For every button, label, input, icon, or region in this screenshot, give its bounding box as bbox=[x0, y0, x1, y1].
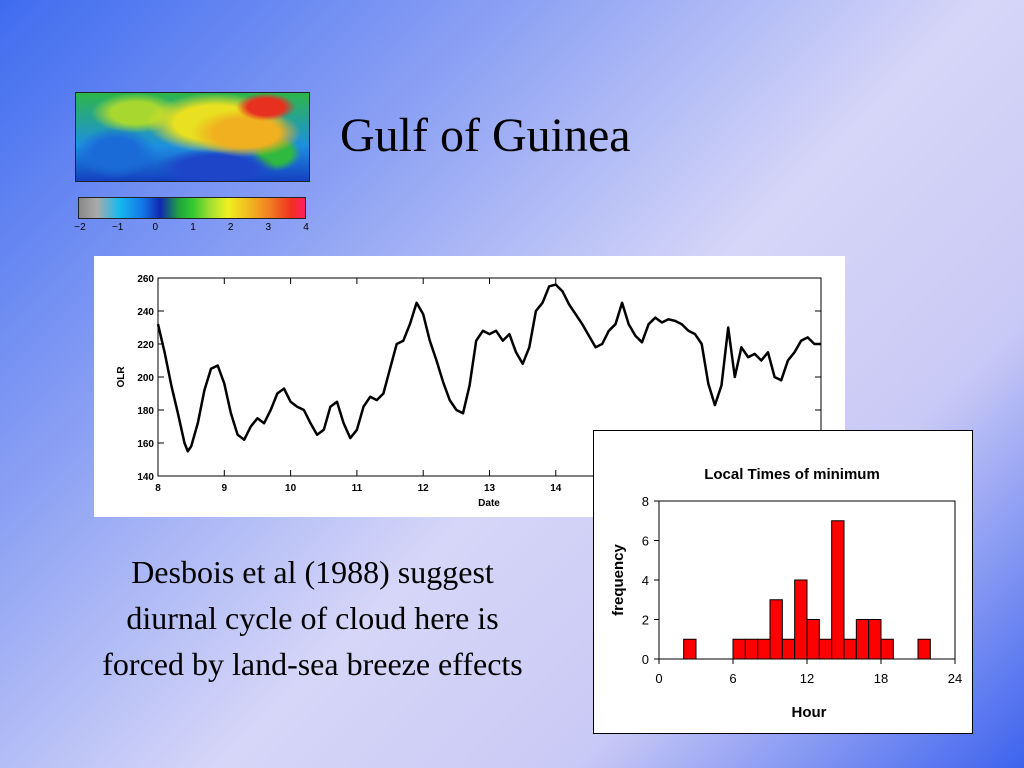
olr-series-line bbox=[156, 283, 821, 453]
colorbar-tick-label: 3 bbox=[265, 222, 272, 233]
gulf-of-guinea-map-image bbox=[75, 92, 310, 182]
histogram-bar bbox=[757, 638, 771, 660]
olr-xtick-label: 14 bbox=[550, 483, 562, 494]
colorbar-tick-label: 1 bbox=[190, 222, 196, 233]
histogram-bar bbox=[806, 619, 820, 660]
slide-title: Gulf of Guinea bbox=[340, 109, 631, 162]
histogram-xtick-label: 24 bbox=[948, 671, 962, 686]
olr-xlabel: Date bbox=[478, 498, 500, 509]
caption-line-1: Desbois et al (1988) suggest bbox=[131, 554, 494, 590]
histogram-title: Local Times of minimum bbox=[704, 466, 880, 483]
histogram-bar bbox=[831, 520, 845, 660]
colorbar-tick-label: 2 bbox=[227, 222, 234, 233]
olr-xtick-label: 13 bbox=[484, 483, 496, 494]
histogram-bar bbox=[917, 638, 931, 660]
histogram-xtick-label: 18 bbox=[874, 671, 888, 686]
colorbar-ticks: −2 −1 0 1 2 3 4 bbox=[74, 222, 309, 236]
colorbar-tick-label: 0 bbox=[152, 222, 159, 233]
colorbar-tick-label: 4 bbox=[303, 222, 309, 233]
histogram-bar bbox=[794, 579, 808, 660]
histogram-bar bbox=[732, 638, 746, 660]
olr-ytick-label: 180 bbox=[137, 406, 154, 417]
histogram-bar bbox=[818, 638, 833, 660]
histogram-panel: Local Times of minimum 0 2 4 6 8 0 6 12 18 24 Hour f… bbox=[593, 430, 973, 734]
olr-timeseries-chart: 140 160 180 200 220 240 260 8 9 10 11 12 13 14 OLR Date bbox=[116, 274, 822, 509]
histogram-xtick-label: 6 bbox=[729, 671, 736, 686]
histogram-bar bbox=[843, 638, 857, 660]
histogram-bar bbox=[781, 638, 796, 660]
histogram-ytick-label: 2 bbox=[642, 613, 649, 628]
histogram-ytick-label: 0 bbox=[642, 652, 649, 667]
olr-timeseries-panel: 140 160 180 200 220 240 260 8 9 10 11 12 13 14 OLR Date bbox=[94, 256, 845, 517]
olr-ytick-label: 240 bbox=[137, 307, 154, 318]
caption-line-3: forced by land-sea breeze effects bbox=[102, 646, 523, 682]
histogram-ylabel: frequency bbox=[610, 544, 627, 616]
olr-ytick-label: 260 bbox=[137, 274, 154, 285]
histogram-bar bbox=[880, 638, 894, 660]
olr-xtick-label: 10 bbox=[285, 483, 297, 494]
olr-xtick-label: 11 bbox=[352, 483, 363, 494]
histogram-bar bbox=[683, 638, 697, 660]
olr-xtick-label: 12 bbox=[418, 483, 430, 494]
histogram-ytick-label: 4 bbox=[642, 573, 649, 588]
caption-line-2: diurnal cycle of cloud here is bbox=[126, 600, 499, 636]
histogram-xlabel: Hour bbox=[792, 704, 827, 721]
histogram-bar bbox=[868, 619, 882, 660]
colorbar-tick-label: −1 bbox=[111, 222, 124, 233]
histogram-ytick-label: 8 bbox=[642, 494, 649, 509]
caption: Desbois et al (1988) suggest diurnal cyc… bbox=[40, 549, 585, 687]
olr-ytick-label: 220 bbox=[137, 340, 154, 351]
olr-xtick-label: 9 bbox=[222, 483, 228, 494]
colorbar-tick-label: −2 bbox=[74, 222, 86, 233]
olr-xtick-label: 8 bbox=[155, 483, 161, 494]
histogram-xtick-label: 12 bbox=[800, 671, 814, 686]
histogram-ytick-label: 6 bbox=[642, 534, 649, 549]
olr-ytick-label: 140 bbox=[137, 472, 154, 483]
olr-ylabel: OLR bbox=[116, 366, 127, 388]
histogram-bar bbox=[855, 619, 870, 660]
histogram-xtick-label: 0 bbox=[655, 671, 662, 686]
histogram-bar bbox=[744, 638, 759, 660]
map-colorbar bbox=[78, 197, 306, 219]
histogram-bar bbox=[769, 599, 783, 660]
olr-ytick-label: 160 bbox=[137, 439, 154, 450]
olr-ytick-label: 200 bbox=[137, 373, 154, 384]
